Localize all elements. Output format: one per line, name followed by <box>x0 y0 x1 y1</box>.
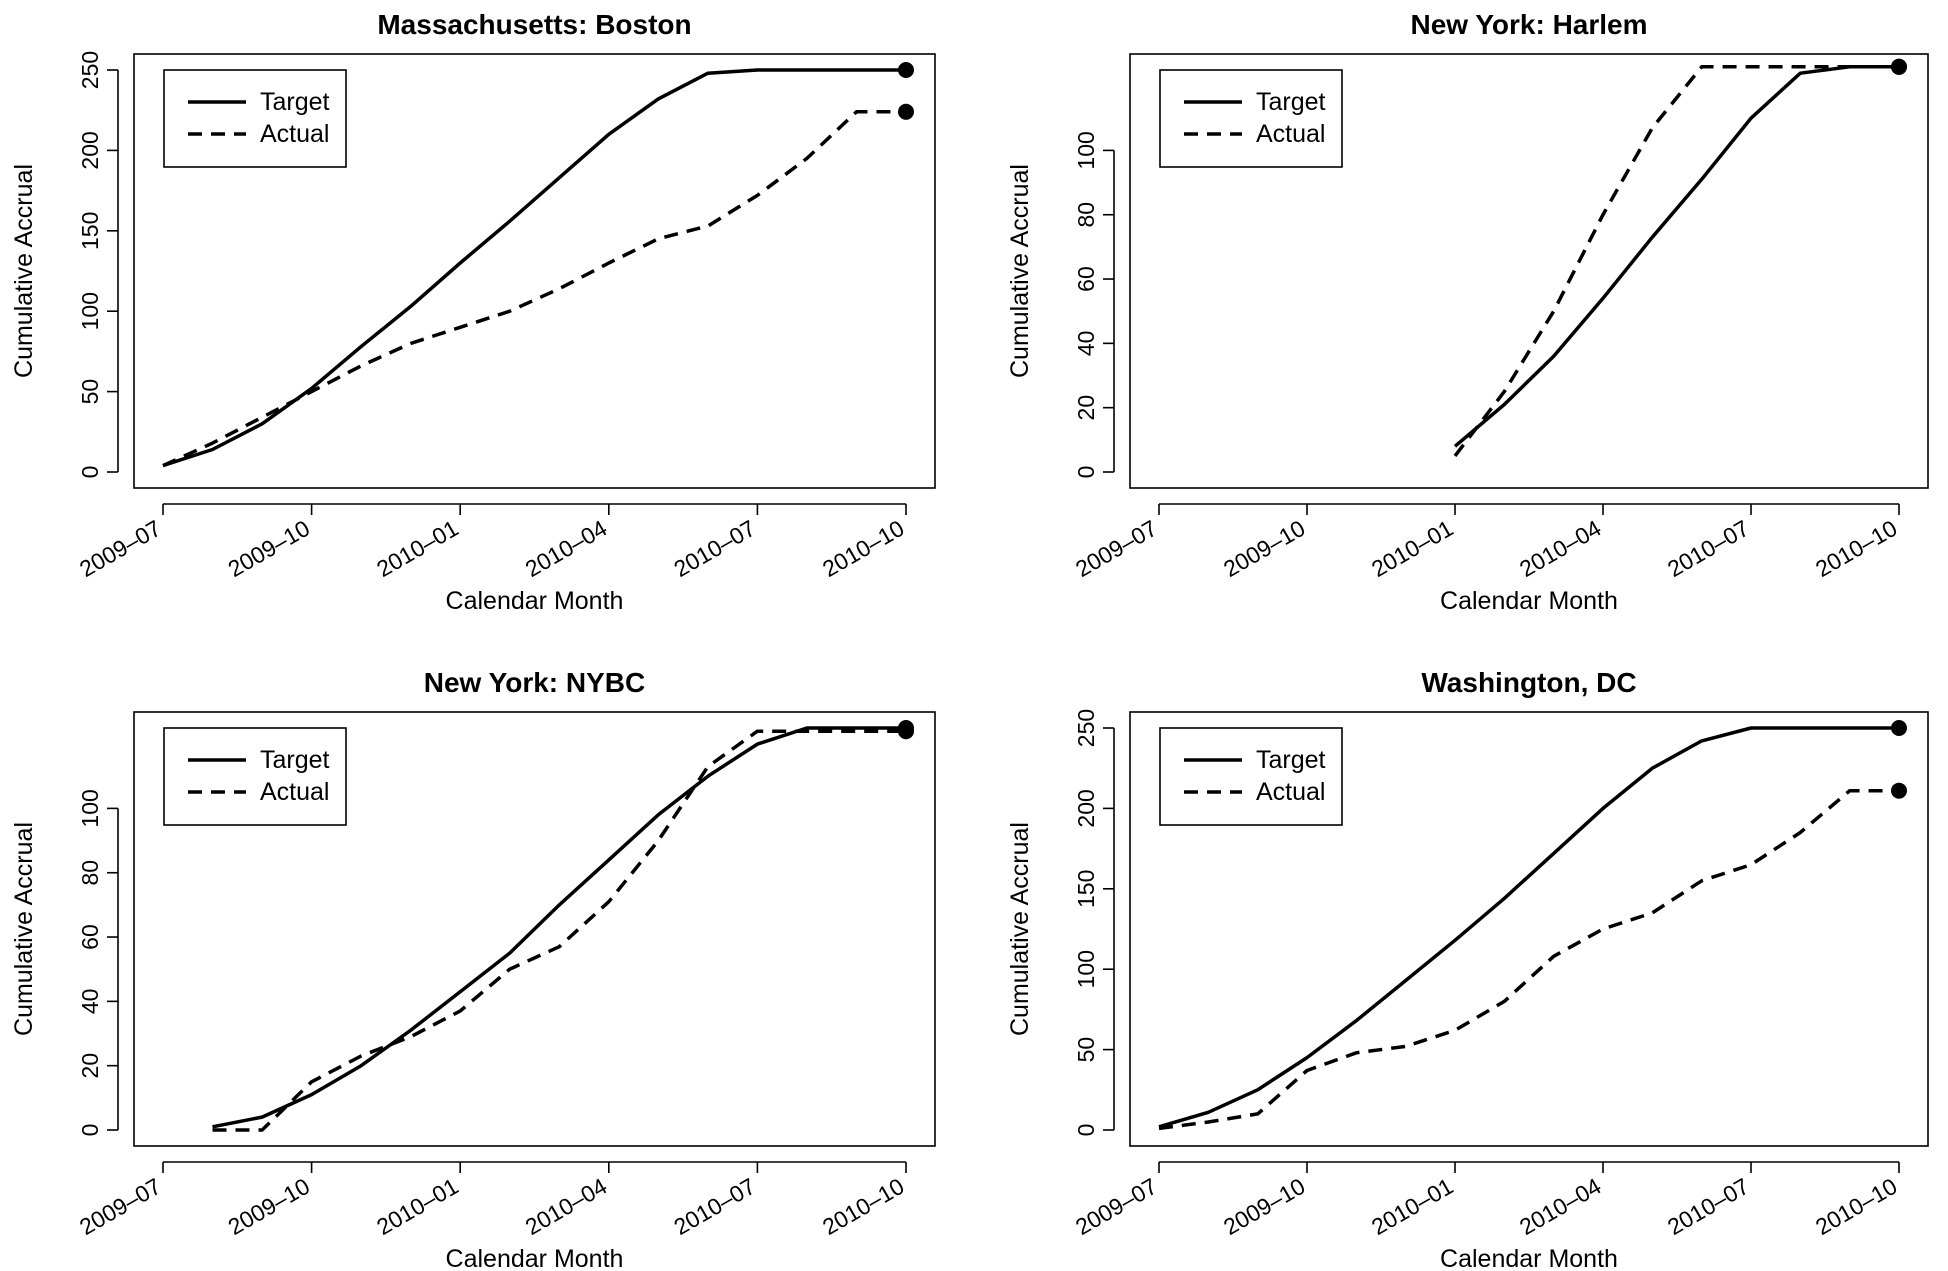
chart2-series-target-line <box>1453 65 1899 448</box>
chart4-y-tick-label: 100 <box>1073 950 1099 988</box>
chart1-x-tick-label: 2009–07 <box>75 515 166 582</box>
chart2-x-tick-label: 2009–10 <box>1219 515 1310 582</box>
chart3-x-tick-label: 2009–10 <box>224 1173 315 1240</box>
chart4-y-tick-label: 50 <box>1073 1037 1099 1063</box>
chart1-series-actual-line <box>162 110 906 468</box>
chart2-legend-box <box>1159 69 1343 168</box>
chart1-end-point-actual <box>898 103 914 120</box>
chart2-y-tick-label: 100 <box>1073 131 1099 169</box>
chart2-legend-label-actual: Actual <box>1256 120 1325 148</box>
chart2-y-tick-label: 80 <box>1073 202 1099 228</box>
chart3-series-target-line <box>212 726 906 1129</box>
chart2-x-axis-label: Calendar Month <box>1440 587 1618 615</box>
chart1-x-tick-label: 2010–04 <box>521 515 612 582</box>
chart4-x-tick-label: 2009–10 <box>1219 1173 1310 1240</box>
chart3-x-tick-label: 2010–04 <box>521 1173 612 1240</box>
chart1-title: Massachusetts: Boston <box>377 9 691 40</box>
chart3-legend-label-actual: Actual <box>260 778 329 806</box>
chart2-y-tick-label: 60 <box>1073 266 1099 292</box>
chart3-x-tick-label: 2010–01 <box>372 1173 463 1240</box>
chart2-plot-frame <box>1129 53 1929 489</box>
chart4-y-tick-label: 0 <box>1073 1124 1099 1137</box>
chart4-series-target-line <box>1158 726 1899 1129</box>
chart1-y-tick-label: 150 <box>77 212 103 250</box>
chart4-legend-label-actual: Actual <box>1256 778 1325 806</box>
chart4-x-tick-label: 2010–01 <box>1367 1173 1458 1240</box>
chart1-y-tick-label: 200 <box>77 131 103 169</box>
chart2-x-tick-label: 2010–04 <box>1515 515 1606 582</box>
chart3-y-tick-label: 0 <box>77 1124 103 1137</box>
chart2-title: New York: Harlem <box>1410 9 1647 40</box>
chart2-end-point-actual <box>1891 58 1907 75</box>
chart3-end-point-actual <box>898 723 914 740</box>
chart1-legend-box <box>163 69 347 168</box>
chart3-y-tick-label: 100 <box>77 789 103 827</box>
chart3-x-axis-label: Calendar Month <box>446 1245 624 1271</box>
chart1-x-tick-label: 2010–10 <box>818 515 909 582</box>
chart1-x-tick-label: 2010–07 <box>669 515 760 582</box>
chart2-x-tick-label: 2010–01 <box>1367 515 1458 582</box>
chart4-y-tick-label: 250 <box>1073 709 1099 747</box>
chart4-x-tick-label: 2009–07 <box>1071 1173 1162 1240</box>
chart2-y-tick-label: 20 <box>1073 395 1099 421</box>
chart1-y-axis-label: Cumulative Accrual <box>10 164 38 378</box>
chart1-y-tick-label: 100 <box>77 292 103 330</box>
chart3-plot-frame <box>133 711 936 1147</box>
chart4-plot-frame <box>1129 711 1929 1147</box>
chart3-y-tick-label: 20 <box>77 1053 103 1079</box>
chart1-y-tick-label: 0 <box>77 466 103 479</box>
chart2-y-tick-label: 0 <box>1073 466 1099 479</box>
chart4-end-point-target <box>1891 720 1907 736</box>
chart1-y-tick-label: 50 <box>77 379 103 405</box>
chart1-x-tick-label: 2010–01 <box>372 515 463 582</box>
chart4-x-tick-label: 2010–04 <box>1515 1173 1606 1240</box>
chart1-x-tick-label: 2009–10 <box>224 515 315 582</box>
chart1-series-target-line <box>162 68 906 468</box>
chart1-legend-label-target: Target <box>260 88 330 116</box>
chart4-y-axis-label: Cumulative Accrual <box>1006 822 1034 1036</box>
chart1-end-point-target <box>898 62 914 78</box>
chart4-y-tick-label: 200 <box>1073 789 1099 827</box>
chart1-y-tick-label: 250 <box>77 51 103 89</box>
chart3-y-tick-label: 60 <box>77 924 103 950</box>
chart2-x-tick-label: 2010–10 <box>1811 515 1902 582</box>
chart2-series-actual-line <box>1453 65 1899 457</box>
chart4-x-axis-label: Calendar Month <box>1440 1245 1618 1271</box>
chart3-title: New York: NYBC <box>424 667 645 698</box>
chart1-legend-label-actual: Actual <box>260 120 329 148</box>
chart3-x-tick-label: 2010–10 <box>818 1173 909 1240</box>
chart1-x-axis-label: Calendar Month <box>446 587 624 615</box>
chart4-legend-box <box>1159 727 1343 826</box>
chart4-series-actual-line <box>1158 788 1899 1131</box>
chart3-y-tick-label: 40 <box>77 989 103 1015</box>
chart4-x-tick-label: 2010–07 <box>1663 1173 1754 1240</box>
chart2-y-axis-label: Cumulative Accrual <box>1006 164 1034 378</box>
chart3-y-axis-label: Cumulative Accrual <box>10 822 38 1036</box>
chart3-series-actual-line <box>212 729 906 1132</box>
chart2-x-tick-label: 2010–07 <box>1663 515 1754 582</box>
chart3-y-tick-label: 80 <box>77 860 103 886</box>
chart4-x-tick-label: 2010–10 <box>1811 1173 1902 1240</box>
chart3-x-tick-label: 2010–07 <box>669 1173 760 1240</box>
chart4-legend-label-target: Target <box>1256 746 1326 774</box>
chart3-legend-label-target: Target <box>260 746 330 774</box>
chart2-y-tick-label: 40 <box>1073 331 1099 357</box>
chart3-legend-box <box>163 727 347 826</box>
chart2-x-tick-label: 2009–07 <box>1071 515 1162 582</box>
chart4-end-point-actual <box>1891 782 1907 799</box>
chart3-x-tick-label: 2009–07 <box>75 1173 166 1240</box>
chart2-legend-label-target: Target <box>1256 88 1326 116</box>
chart4-y-tick-label: 150 <box>1073 870 1099 908</box>
chart4-title: Washington, DC <box>1421 667 1636 698</box>
chart1-plot-frame <box>133 53 936 489</box>
